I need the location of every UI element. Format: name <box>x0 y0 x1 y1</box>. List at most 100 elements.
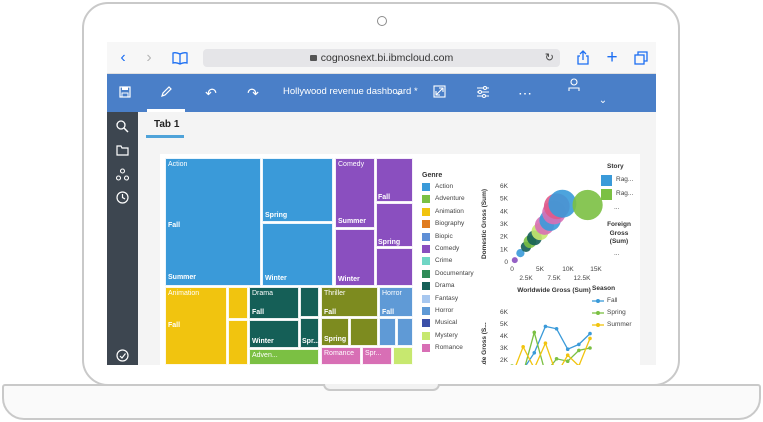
line-point[interactable] <box>565 353 570 357</box>
line-point[interactable] <box>565 347 570 351</box>
user-icon[interactable] <box>566 78 582 96</box>
treemap-block[interactable] <box>362 347 392 365</box>
treemap-block[interactable] <box>376 203 413 247</box>
line-point[interactable] <box>543 324 548 329</box>
search-icon[interactable] <box>114 120 130 136</box>
tab-1[interactable]: Tab 1 <box>154 119 180 130</box>
line-point[interactable] <box>565 359 570 363</box>
line-point[interactable] <box>521 345 525 349</box>
treemap-block[interactable] <box>262 223 333 286</box>
legend-label: Fall <box>607 297 618 304</box>
legend-swatch <box>422 344 430 353</box>
treemap-block[interactable] <box>393 347 413 365</box>
chevron-down-icon[interactable]: ⌄ <box>394 87 404 98</box>
treemap-block[interactable] <box>321 347 361 365</box>
legend-swatch <box>422 220 430 229</box>
treemap-block[interactable] <box>335 158 375 228</box>
treemap-block[interactable] <box>165 158 261 286</box>
x-tick-label: 7.5K <box>547 275 561 282</box>
dashboard-canvas: Tab 1 Action Fall Spring Summer Winter Comedy… <box>138 112 656 365</box>
filter-settings-icon[interactable] <box>475 84 491 102</box>
line-point[interactable] <box>588 346 592 350</box>
treemap-block[interactable] <box>228 287 248 319</box>
legend-swatch <box>422 307 430 315</box>
treemap-label-action-winter: Winter <box>265 275 287 282</box>
screen: ‹ › cognosnext.bi.ibmcloud.com ↻ + ↶ ↷ H… <box>107 42 656 365</box>
line-point[interactable] <box>554 357 559 361</box>
line-point[interactable] <box>577 364 581 365</box>
data-sources-icon[interactable] <box>114 168 130 184</box>
line-series-fall[interactable] <box>512 325 591 365</box>
line-point[interactable] <box>554 327 559 331</box>
treemap-block[interactable] <box>249 320 299 348</box>
user-status-icon[interactable] <box>114 349 130 365</box>
treemap-block[interactable] <box>379 287 413 317</box>
new-tab-icon[interactable]: + <box>606 47 618 68</box>
share-icon[interactable] <box>575 48 591 68</box>
folder-icon[interactable] <box>114 144 130 160</box>
legend-line-swatch <box>592 311 604 315</box>
url-field[interactable]: cognosnext.bi.ibmcloud.com ↻ <box>203 49 560 67</box>
clock-icon[interactable] <box>114 191 130 207</box>
scatter-point[interactable] <box>572 189 603 221</box>
tab-active-indicator <box>146 135 184 138</box>
line-point[interactable] <box>510 364 514 365</box>
scatter-point[interactable] <box>548 189 577 218</box>
treemap-block[interactable] <box>249 349 319 365</box>
line-series-summer[interactable] <box>512 338 591 365</box>
line-point[interactable] <box>532 351 537 355</box>
treemap-block[interactable] <box>300 318 319 348</box>
treemap-block[interactable] <box>397 318 413 346</box>
treemap-block[interactable] <box>228 320 248 365</box>
treemap-block[interactable] <box>350 318 378 346</box>
line-point[interactable] <box>532 330 537 335</box>
dashboard-title[interactable]: Hollywood revenue dashboard * <box>283 86 418 97</box>
treemap-block[interactable] <box>335 229 375 286</box>
scatter-point[interactable] <box>516 249 525 258</box>
treemap-block[interactable] <box>376 158 413 202</box>
line-point[interactable] <box>588 336 592 341</box>
legend-swatch <box>422 257 430 266</box>
treemap-block[interactable] <box>249 287 299 319</box>
legend-label: Drama <box>435 282 455 290</box>
more-icon[interactable]: ⋯ <box>518 85 532 101</box>
scatter-point[interactable] <box>511 257 518 264</box>
edit-active-indicator <box>147 109 185 112</box>
scatter-chart[interactable]: 01K2K3K4K5K6K02.5K5K7.5K10K12.5K15KWorld… <box>478 156 656 306</box>
legend-swatch <box>422 269 430 278</box>
save-icon[interactable] <box>117 84 133 102</box>
line-point[interactable] <box>588 331 592 336</box>
undo-icon[interactable]: ↶ <box>205 85 217 101</box>
user-menu-chevron-icon[interactable]: ⌄ <box>598 95 608 106</box>
fit-to-screen-icon[interactable] <box>431 84 447 102</box>
legend-swatch <box>422 319 430 328</box>
x-tick-label: 10K <box>562 266 574 273</box>
line-point[interactable] <box>577 348 581 353</box>
legend-swatch <box>601 189 612 200</box>
treemap-block[interactable] <box>321 287 378 317</box>
treemap-block[interactable] <box>376 248 413 286</box>
bookmarks-icon[interactable] <box>171 48 189 68</box>
redo-icon[interactable]: ↷ <box>247 85 259 101</box>
legend-label: Animation <box>435 207 464 215</box>
x-tick-label: 15K <box>590 266 602 273</box>
tabs-icon[interactable] <box>633 48 649 68</box>
back-icon[interactable]: ‹ <box>120 49 126 66</box>
line-point[interactable] <box>577 342 581 347</box>
line-point[interactable] <box>543 341 548 345</box>
treemap-block[interactable] <box>165 287 227 365</box>
reload-icon[interactable]: ↻ <box>544 52 554 64</box>
y-tick-label: 5K <box>500 196 509 203</box>
treemap-block[interactable] <box>300 287 319 317</box>
forward-icon[interactable]: › <box>146 49 152 66</box>
line-series-spring[interactable] <box>512 329 591 365</box>
edit-icon[interactable] <box>158 84 174 102</box>
y-tick-label: 4K <box>500 208 509 215</box>
legend-swatch <box>422 294 430 303</box>
legend-label: Fantasy <box>435 294 459 302</box>
treemap-block[interactable] <box>321 318 349 346</box>
treemap[interactable]: Action Fall Spring Summer Winter Comedy Summer… <box>165 158 413 365</box>
treemap-block[interactable] <box>379 318 396 346</box>
treemap-block[interactable] <box>262 158 333 222</box>
